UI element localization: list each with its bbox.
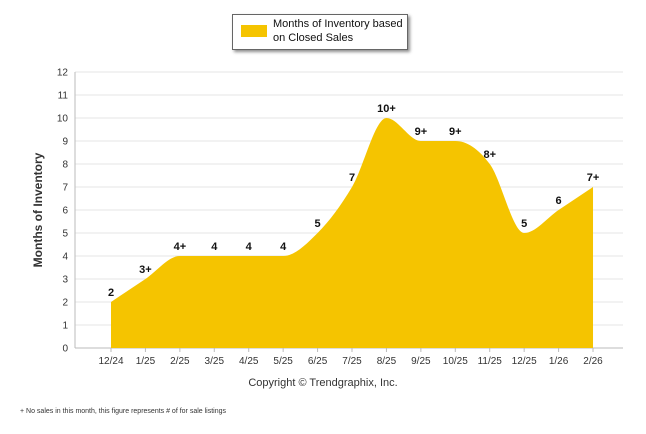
y-tick-label: 2 [62,298,68,309]
data-label: 7+ [587,172,600,184]
data-label: 4 [280,241,287,253]
data-label: 5 [315,218,321,230]
x-tick-label: 7/25 [342,356,362,367]
y-tick-label: 11 [58,91,69,102]
area-series [111,118,594,348]
legend-swatch [241,25,267,37]
data-label: 6 [556,195,562,207]
y-tick-label: 3 [62,275,68,286]
data-label: 8+ [483,149,496,161]
x-tick-label: 3/25 [205,356,225,367]
data-label: 3+ [139,264,152,276]
x-tick-label: 4/25 [239,356,259,367]
data-label: 9+ [415,126,428,138]
x-tick-label: 2/26 [583,356,603,367]
y-tick-label: 7 [62,183,68,194]
data-label: 4 [211,241,218,253]
data-label: 9+ [449,126,462,138]
y-tick-label: 9 [62,137,68,148]
y-tick-label: 4 [62,252,68,263]
x-tick-label: 11/25 [478,356,503,367]
y-tick-label: 8 [62,160,68,171]
data-label: 4 [246,241,253,253]
data-label: 4+ [174,241,187,253]
x-tick-label: 1/26 [549,356,569,367]
y-tick-label: 1 [62,321,68,332]
y-tick-label: 6 [62,206,68,217]
data-labels: 2 3+ 4+ 4 4 4 5 7 10+ 9+ 9+ 8+ 5 6 7+ [108,103,599,299]
legend: Months of Inventory based on Closed Sale… [232,14,408,50]
data-label: 5 [521,218,527,230]
data-label: 2 [108,287,114,299]
data-label: 10+ [377,103,396,115]
y-tick-label: 5 [62,229,68,240]
footnote: + No sales in this month, this figure re… [20,408,227,415]
legend-label: Months of Inventory based on Closed Sale… [273,18,403,44]
area-fill [111,118,594,348]
y-tick-label: 12 [57,68,69,79]
x-tick-label: 9/25 [411,356,431,367]
y-tick-label: 10 [57,114,69,125]
x-tick-label: 1/25 [136,356,156,367]
x-tick-label: 12/24 [98,356,123,367]
x-tick-label: 10/25 [443,356,468,367]
x-tick-label: 6/25 [308,356,328,367]
y-axis-label: Months of Inventory [31,152,45,267]
x-tick-label: 5/25 [273,356,293,367]
y-tick-label: 0 [62,344,68,355]
data-label: 7 [349,172,355,184]
x-tick-label: 12/25 [512,356,537,367]
x-tick-label: 8/25 [377,356,397,367]
copyright: Copyright © Trendgraphix, Inc. [248,377,398,389]
x-axis: 12/24 1/25 2/25 3/25 4/25 5/25 6/25 7/25 8/25 9/2… [98,348,603,367]
x-tick-label: 2/25 [170,356,190,367]
